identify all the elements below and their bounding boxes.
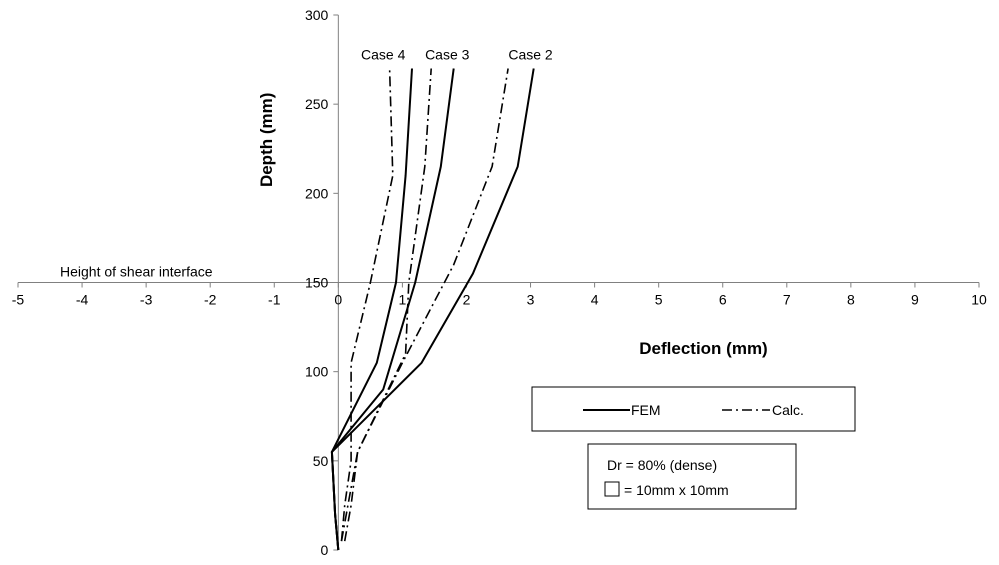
y-axis-title: Depth (mm) xyxy=(257,93,276,187)
x-tick-label: 1 xyxy=(399,292,407,308)
legend-fem-label: FEM xyxy=(631,402,661,418)
case-label: Case 3 xyxy=(425,47,470,63)
x-tick-label: -3 xyxy=(140,292,153,308)
x-tick-label: 5 xyxy=(655,292,663,308)
info-box-frame xyxy=(587,443,797,510)
series-line-case-2-fem xyxy=(330,68,535,551)
y-tick-label: 300 xyxy=(305,7,329,23)
x-tick-label: 6 xyxy=(719,292,727,308)
y-tick-label: 200 xyxy=(305,185,329,201)
shear-interface-label: Height of shear interface xyxy=(60,264,213,280)
plot-area: Case 4 Case 3 Case 2 xyxy=(330,47,553,551)
x-tick-label: -4 xyxy=(76,292,89,308)
series-line-case-4-calc xyxy=(340,68,394,542)
series-line-case-3-calc xyxy=(340,68,432,542)
x-tick-label: 4 xyxy=(591,292,599,308)
legend-calc-label: Calc. xyxy=(772,402,804,418)
case-label: Case 2 xyxy=(508,47,553,63)
x-tick-label: 2 xyxy=(463,292,471,308)
x-tick-label: -2 xyxy=(204,292,217,308)
y-tick-label: 100 xyxy=(305,364,329,380)
x-tick-label: -1 xyxy=(268,292,281,308)
x-tick-label: 3 xyxy=(527,292,535,308)
series-line-case-3-fem xyxy=(330,68,455,551)
series-line-case-4-fem xyxy=(330,68,413,551)
x-tick-label: 9 xyxy=(911,292,919,308)
y-tick-label: 0 xyxy=(321,542,329,558)
x-tick-label: 7 xyxy=(783,292,791,308)
x-tick-label: 10 xyxy=(971,292,987,308)
y-tick-label: 150 xyxy=(305,275,329,291)
x-tick-label: 8 xyxy=(847,292,855,308)
y-tick-label: 50 xyxy=(313,453,329,469)
x-tick-label: -5 xyxy=(12,292,25,308)
x-tick-label: 0 xyxy=(334,292,342,308)
series-line-case-2-calc xyxy=(343,68,509,542)
info-density-text: Dr = 80% (dense) xyxy=(607,457,717,473)
info-box: Dr = 80% (dense) = 10mm x 10mm xyxy=(587,443,797,510)
legend: FEM Calc. xyxy=(531,386,856,432)
info-grid-size-text: = 10mm x 10mm xyxy=(624,482,729,498)
y-tick-label: 250 xyxy=(305,96,329,112)
labels: Depth (mm) Deflection (mm) Height of she… xyxy=(60,93,768,358)
legend-box xyxy=(531,386,856,432)
grid-square-icon xyxy=(604,481,620,497)
case-label: Case 4 xyxy=(361,47,406,63)
x-axis-title: Deflection (mm) xyxy=(639,339,767,358)
